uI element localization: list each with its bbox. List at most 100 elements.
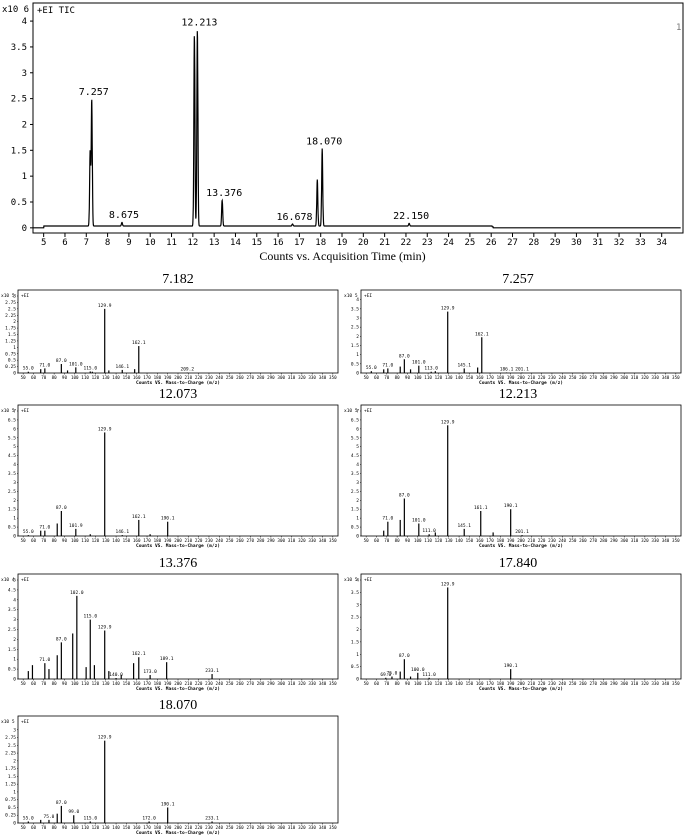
ms-x-tick-label: 210 — [185, 375, 193, 380]
ms-peak-label: 233.1 — [205, 668, 219, 674]
ms-y-tick-label: 6 — [356, 426, 359, 432]
ms-peak-label: 186.1 — [500, 366, 514, 372]
x-tick-label: 15 — [251, 238, 262, 248]
ms-y-tick-label: 6 — [13, 426, 16, 432]
ms-x-tick-label: 190 — [164, 375, 172, 380]
ms-x-tick-label: 210 — [185, 681, 193, 686]
ms-y-tick-label: 1 — [13, 516, 16, 522]
ms-peak-label: 190.1 — [504, 663, 518, 669]
ms-x-tick-label: 120 — [435, 538, 443, 543]
ms-x-tick-label: 290 — [267, 538, 275, 543]
ms-x-tick-label: 110 — [424, 538, 432, 543]
ms-y-tick-label: 1.25 — [5, 338, 16, 344]
ms-x-tick-label: 60 — [31, 538, 37, 543]
ms-peak-label: 71.0 — [382, 516, 393, 522]
ms-y-tick-label: 0.5 — [351, 361, 359, 367]
ms-x-tick-label: 250 — [226, 375, 234, 380]
ms-x-tick-label: 90 — [62, 825, 68, 830]
ms-peak-label: 71.0 — [39, 362, 50, 368]
x-tick-label: 21 — [379, 238, 390, 248]
ms-x-tick-label: 90 — [62, 538, 68, 543]
ms-x-tick-label: 270 — [246, 538, 254, 543]
ms-peak-label: 146.1 — [115, 364, 129, 370]
peak-label: 12.213 — [181, 17, 217, 28]
y-tick-label: 0.5 — [11, 198, 27, 208]
ms-y-tick-label: 0.5 — [351, 525, 359, 531]
ms-x-tick-label: 310 — [631, 538, 639, 543]
ms-x-tick-label: 120 — [92, 825, 100, 830]
ms-peak-label: 190.1 — [504, 503, 518, 509]
ms-x-tick-label: 110 — [424, 681, 432, 686]
ms-y-tick-label: 5.5 — [8, 435, 16, 441]
ms-x-tick-label: 320 — [641, 538, 649, 543]
ms-x-tick-label: 160 — [476, 538, 484, 543]
ms-x-tick-label: 160 — [133, 681, 141, 686]
ms-x-tick-label: 350 — [672, 538, 680, 543]
ms-x-tick-label: 340 — [319, 681, 327, 686]
ms-y-tick-label: 4 — [356, 297, 359, 303]
ms-x-tick-label: 70 — [41, 375, 47, 380]
ms-x-tick-label: 340 — [662, 375, 670, 380]
ms-y-tick-label: 1.5 — [8, 507, 16, 513]
ms-x-tick-label: 60 — [374, 375, 380, 380]
ms-peak-label: 87.0 — [56, 358, 67, 364]
ms-x-tick-label: 70 — [41, 825, 47, 830]
ms-y-tick-label: 2.25 — [5, 313, 16, 319]
ms-x-tick-label: 90 — [62, 375, 68, 380]
x-tick-label: 22 — [401, 238, 412, 248]
ms-y-tick-label: 2 — [13, 498, 16, 504]
ms-x-tick-label: 260 — [579, 538, 587, 543]
x-tick-label: 19 — [337, 238, 348, 248]
ms-x-tick-label: 330 — [308, 375, 316, 380]
ms-peak-label: 129.9 — [98, 735, 112, 741]
peak-label: 22.150 — [393, 211, 429, 222]
ms-x-tick-label: 300 — [620, 681, 628, 686]
x-tick-label: 34 — [656, 238, 667, 248]
ms-x-tick-label: 100 — [71, 538, 79, 543]
peak-label: 8.675 — [109, 210, 139, 221]
ms-ion-mode: +EI — [21, 293, 29, 299]
ms-y-tick-label: 0 — [13, 534, 16, 540]
ms-peak-label: 115.0 — [83, 614, 97, 620]
ms-x-tick-label: 130 — [102, 375, 110, 380]
ms-x-tick-label: 310 — [288, 375, 296, 380]
ms-x-tick-label: 300 — [620, 538, 628, 543]
ms-x-tick-label: 230 — [548, 681, 556, 686]
ms-multiplier: x10 4 — [1, 577, 15, 583]
ms-x-tick-label: 280 — [257, 538, 265, 543]
ms-y-tick-label: 0.75 — [5, 797, 16, 803]
x-tick-label: 33 — [635, 238, 646, 248]
ms-x-tick-label: 80 — [52, 375, 58, 380]
ms-x-tick-label: 70 — [41, 681, 47, 686]
ms-y-tick-label: 2 — [356, 498, 359, 504]
ms-x-tick-label: 300 — [277, 375, 285, 380]
ms-x-tick-label: 260 — [236, 825, 244, 830]
ms-x-tick-label: 130 — [102, 538, 110, 543]
ms-peak-label: 129.9 — [98, 426, 112, 432]
mass-spectrum-12073: x10 5 +EI 7 6.5 6 5.5 5 4.5 4 3.5 3 2.5 2 1.5 1 0.5 0 50 6… — [1, 404, 339, 549]
ms-x-axis-label: Counts VS. Mass-to-Charge (m/z) — [136, 380, 220, 386]
ms-x-tick-label: 310 — [288, 825, 296, 830]
ms-x-tick-label: 140 — [455, 681, 463, 686]
ms-peak-label: 87.0 — [56, 505, 67, 511]
y-tick-label: 2.5 — [11, 95, 27, 105]
ms-x-tick-label: 200 — [517, 538, 525, 543]
ms-x-tick-label: 110 — [81, 825, 89, 830]
ms-y-tick-label: 7 — [13, 409, 16, 415]
ms-x-tick-label: 300 — [620, 375, 628, 380]
ms-peak-label: 145.1 — [457, 362, 471, 368]
ms-y-tick-label: 1.5 — [351, 507, 359, 513]
ms-x-axis-label: Counts VS. Mass-to-Charge (m/z) — [136, 686, 220, 692]
ms-x-tick-label: 160 — [133, 375, 141, 380]
ms-y-tick-label: 3 — [356, 480, 359, 486]
ms-x-tick-label: 240 — [216, 375, 224, 380]
ms-peak-label: 129.9 — [98, 624, 112, 630]
x-tick-label: 6 — [62, 238, 67, 248]
ms-x-tick-label: 350 — [672, 681, 680, 686]
ms-x-tick-label: 100 — [414, 375, 422, 380]
x-tick-label: 10 — [145, 238, 156, 248]
peak-label: 16.678 — [276, 212, 312, 223]
ms-x-tick-label: 320 — [298, 375, 306, 380]
ms-x-tick-label: 210 — [528, 538, 536, 543]
ms-x-axis-label: Counts VS. Mass-to-Charge (m/z) — [136, 830, 220, 836]
